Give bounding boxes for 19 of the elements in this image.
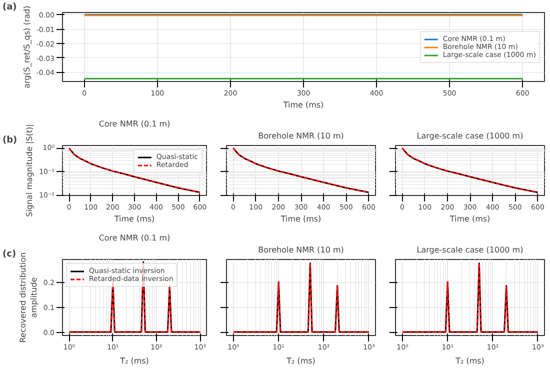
- chart-title: Borehole NMR (10 m): [258, 132, 344, 140]
- y-axis-title: Signal magnitude |S(t)|: [25, 124, 34, 217]
- chart-title: Large-scale case (1000 m): [416, 132, 524, 140]
- x-axis-title: Time (ms): [280, 214, 322, 224]
- chart-title: Core NMR (0.1 m): [98, 234, 170, 242]
- y-axis-title: Recovered distribution amplitude: [18, 252, 38, 343]
- x-axis-title: T₂ (ms): [454, 356, 484, 366]
- x-axis-title: T₂ (ms): [286, 356, 316, 366]
- text: (a): [2, 2, 17, 12]
- text: (c): [2, 250, 16, 260]
- y-axis-title: arg(S_ret/S_qs) (rad): [22, 6, 32, 88]
- x-axis-title: Time (ms): [282, 100, 324, 110]
- x-axis-title: T₂ (ms): [119, 356, 149, 366]
- chart-title: Borehole NMR (10 m): [258, 246, 344, 254]
- chart-title: Large-scale case (1000 m): [416, 246, 524, 254]
- x-axis-title: Time (ms): [113, 214, 155, 224]
- text: (b): [2, 136, 18, 146]
- chart-title: Core NMR (0.1 m): [98, 120, 170, 128]
- x-axis-title: Time (ms): [448, 214, 490, 224]
